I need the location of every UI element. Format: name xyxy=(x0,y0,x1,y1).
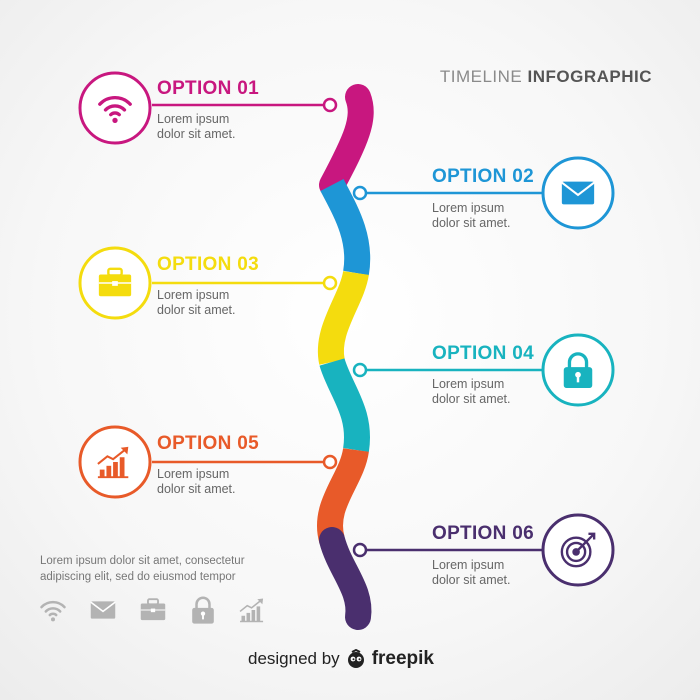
footer-wifi-icon xyxy=(40,600,66,622)
connector-dot-4 xyxy=(352,362,368,378)
option-4-desc-line2: dolor sit amet. xyxy=(432,392,511,406)
title-emphasis: INFOGRAPHIC xyxy=(527,67,652,86)
option-3-desc-line2: dolor sit amet. xyxy=(157,303,236,317)
footer-icon-row xyxy=(40,596,264,624)
wave-segment-1 xyxy=(319,84,374,198)
title-prefix: TIMELINE xyxy=(439,67,523,86)
option-5-description: Lorem ipsum dolor sit amet. xyxy=(157,467,277,497)
option-4-desc-line1: Lorem ipsum xyxy=(432,377,505,391)
option-icons xyxy=(78,71,615,587)
wave-segment-3 xyxy=(317,270,369,365)
connector-dot-1 xyxy=(322,97,338,113)
option-6-description: Lorem ipsum dolor sit amet. xyxy=(432,558,552,588)
footer-envelope-icon xyxy=(90,601,116,619)
credit-text: designed by xyxy=(248,649,340,668)
timeline-wave xyxy=(317,84,374,630)
wifi-icon xyxy=(78,71,152,145)
option-1-description: Lorem ipsum dolor sit amet. xyxy=(157,112,277,142)
wave-segment-6 xyxy=(319,527,372,630)
footer-line-2: adipiscing elit, sed do eiusmod tempor xyxy=(40,571,236,583)
option-3-label: OPTION 03 xyxy=(157,254,259,275)
option-1-label: OPTION 01 xyxy=(157,78,259,99)
infographic-title: TIMELINE INFOGRAPHIC xyxy=(440,67,652,87)
footer-padlock-icon xyxy=(192,596,214,624)
option-5-label: OPTION 05 xyxy=(157,433,259,454)
option-2-desc-line2: dolor sit amet. xyxy=(432,216,511,230)
option-1-desc-line1: Lorem ipsum xyxy=(157,112,230,126)
padlock-icon xyxy=(541,333,615,407)
wave-segment-4 xyxy=(319,357,370,453)
option-3-description: Lorem ipsum dolor sit amet. xyxy=(157,288,277,318)
option-5-desc-line2: dolor sit amet. xyxy=(157,482,236,496)
credit-brand: freepik xyxy=(371,648,434,669)
footer-briefcase-icon xyxy=(140,598,166,621)
target-icon xyxy=(541,513,615,587)
option-4-label: OPTION 04 xyxy=(432,343,534,364)
option-2-label: OPTION 02 xyxy=(432,166,534,187)
option-6-label: OPTION 06 xyxy=(432,523,534,544)
connector-dot-2 xyxy=(352,185,368,201)
freepik-logo-icon xyxy=(347,649,364,668)
connector-dot-6 xyxy=(352,542,368,558)
option-2-description: Lorem ipsum dolor sit amet. xyxy=(432,201,552,231)
connector-dot-5 xyxy=(322,454,338,470)
footer-text: Lorem ipsum dolor sit amet, consectetur … xyxy=(40,553,300,585)
option-4-description: Lorem ipsum dolor sit amet. xyxy=(432,377,552,407)
option-3-desc-line1: Lorem ipsum xyxy=(157,288,230,302)
growth-chart-icon xyxy=(78,425,152,499)
option-6-desc-line2: dolor sit amet. xyxy=(432,573,511,587)
wave-segment-2 xyxy=(320,179,371,276)
credit: designed by freepik xyxy=(248,648,434,670)
option-2-desc-line1: Lorem ipsum xyxy=(432,201,505,215)
footer-growth-chart-icon xyxy=(239,598,264,623)
briefcase-icon xyxy=(78,246,152,320)
footer-line-1: Lorem ipsum dolor sit amet, consectetur xyxy=(40,555,245,567)
connector-dot-3 xyxy=(322,275,338,291)
option-5-desc-line1: Lorem ipsum xyxy=(157,467,230,481)
option-1-desc-line2: dolor sit amet. xyxy=(157,127,236,141)
connectors xyxy=(152,97,545,558)
envelope-icon xyxy=(541,156,615,230)
option-6-desc-line1: Lorem ipsum xyxy=(432,558,505,572)
